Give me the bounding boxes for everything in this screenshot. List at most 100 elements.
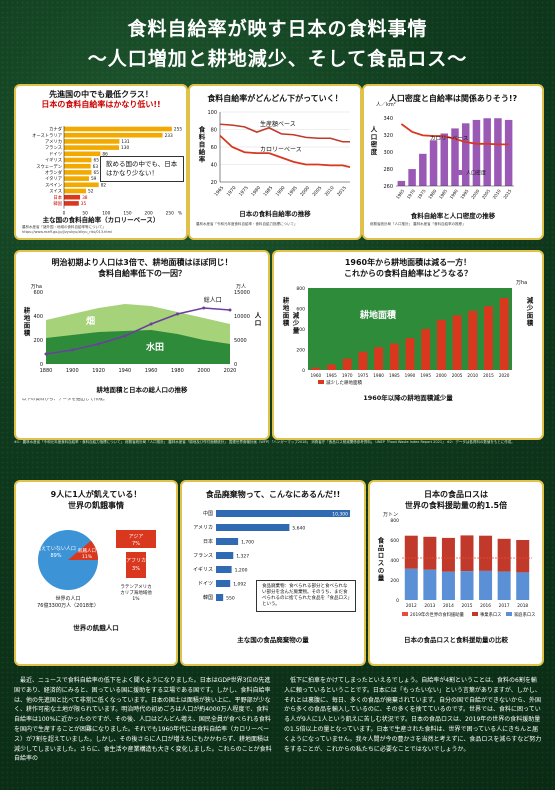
country-label: 中国 <box>203 510 213 517</box>
x-tick-label: 1995 <box>420 373 431 378</box>
panel-self-sufficiency-by-country: 先進国の中でも最低クラス！ 日本の食料自給率はかなり低い!! カナダ 255 オース… <box>14 84 188 240</box>
panel4-note: 以下の資料から、データを抽出して作成。 <box>22 398 108 402</box>
x-tick-label: 2005 <box>311 185 323 198</box>
legend-label: 減少した耕地面積 <box>326 379 362 386</box>
y-tick-label: 400 <box>33 314 43 320</box>
density-bar <box>429 140 438 186</box>
x-tick-label: 2020 <box>224 368 237 374</box>
label-area: 耕地面積 <box>360 309 397 321</box>
waste-value: 1,700 <box>241 540 254 546</box>
panel1-caption: 主な国の食料自給率（カロリーベース） <box>42 216 160 224</box>
panel5-caption: 1960年以降の耕地面積減少量 <box>363 394 453 402</box>
legend-swatch-aid <box>402 612 408 616</box>
unit-left: 万ha <box>31 284 42 290</box>
label-upland: 畑 <box>86 315 95 327</box>
population-point <box>149 322 153 326</box>
y-tick-label: 600 <box>390 538 399 544</box>
x-tick-label: 1965 <box>213 185 225 198</box>
x-tick-label: 2005 <box>481 188 491 200</box>
decrease-bar <box>327 364 336 370</box>
asia-pct: 7% <box>132 541 140 547</box>
x-tick-label: 1990 <box>275 185 287 198</box>
panel4-title-1: 明治初期より人口は3倍で、耕地面積はほぼ同じ！ <box>51 258 233 267</box>
panel5-title-1: 1960年から耕地面積は減る一方！ <box>344 258 472 267</box>
x-tick-label: 1970 <box>342 373 353 378</box>
x-tick-label: 2017 <box>499 603 510 609</box>
y-tick-label: 100 <box>207 110 217 116</box>
x-tick-label: 2015 <box>502 188 512 200</box>
country-bar <box>64 176 89 181</box>
waste-value: 1,092 <box>233 582 246 588</box>
x-tick-label: 150 <box>123 211 131 217</box>
x-tick-label: 1965 <box>326 373 337 378</box>
country-value: 86 <box>102 151 108 157</box>
waste-bar <box>216 510 350 517</box>
x-tick-label: 2015 <box>462 603 473 609</box>
x-tick-label: 2005 <box>452 373 463 378</box>
poster-subtitle: ～人口増加と耕地減少、そして食品ロス～ <box>87 48 468 70</box>
country-value: 65 <box>94 158 100 164</box>
y-tick-label: 320 <box>383 133 393 139</box>
y-tick-label: 60 <box>211 145 217 151</box>
panel3-source: 総務省統計局「人口推計」 農林水産省「食料自給率の推移」 <box>370 222 466 226</box>
panel-world-hunger: 9人に1人が飢えている！ 世界の飢餓事情 飢えていない人口 89% 飢餓人口 11% ア… <box>14 480 178 666</box>
x-tick-label: 2020 <box>499 373 510 378</box>
panel5-title-2: これからの食料自給率はどうなる？ <box>344 269 472 278</box>
waste-value: 1,327 <box>236 554 249 560</box>
density-bar <box>472 119 481 186</box>
y-tick-label: 260 <box>383 184 393 190</box>
panel2-ylabel: 食料自給率 <box>197 126 205 164</box>
x-tick-label: 50 <box>82 211 88 217</box>
country-label: 日本 <box>53 194 62 201</box>
africa-label: アフリカ <box>126 558 146 564</box>
x-tick-label: 1980 <box>427 188 437 200</box>
waste-bar <box>216 566 232 573</box>
country-label: アメリカ <box>193 525 213 531</box>
panel5-ylabel-right: 減少面積 <box>525 297 533 327</box>
x-tick-label: 1970 <box>226 185 238 198</box>
unit: 万トン <box>383 512 398 518</box>
y-tick-label: 0 <box>396 598 399 604</box>
decrease-bar <box>468 310 478 370</box>
panel6-caption: 世界の飢餓人口 <box>73 624 119 632</box>
country-value: 35 <box>81 201 87 207</box>
panel1-title-1: 先進国の中でも最低クラス！ <box>49 90 153 99</box>
population-point <box>97 342 101 346</box>
panel-food-loss-vs-aid: 日本の食品ロスは 世界の食料援助量の約1.5倍 食品ロスの量 万トン 0 200 40… <box>368 480 544 666</box>
waste-value: 10,300 <box>332 512 348 518</box>
household-loss-bar <box>441 571 455 600</box>
country-bar <box>64 182 99 188</box>
x-tick-label: 1985 <box>389 373 400 378</box>
household-loss-bar <box>460 571 474 600</box>
panel1-source: 農林水産省「諸外国・地域の食料自給率等について」https://www.maff… <box>22 225 113 234</box>
x-tick-label: 2000 <box>470 188 480 200</box>
density-bar <box>494 118 502 186</box>
y-tick-label: 600 <box>33 290 43 296</box>
body-text-right: 低下に拍車をかけてしまったといえるでしょう。自給率が4割ということは、食料の6割… <box>284 677 542 753</box>
legend-swatch-business <box>472 612 478 616</box>
decrease-bar <box>405 338 415 370</box>
waste-value: 550 <box>226 596 235 602</box>
density-bar <box>397 180 406 186</box>
waste-value: 1,200 <box>235 568 248 574</box>
country-bar <box>64 194 81 200</box>
box-africa <box>126 552 146 578</box>
panel2-caption: 日本の食料自給率の推移 <box>239 210 311 218</box>
panel2-source: 農林水産省「令和元年度食料自給率・食料自給力指標について」 <box>196 222 298 226</box>
waste-bar <box>216 552 234 559</box>
panel1-title-2: 日本の食料自給率はかなり低い!! <box>41 100 161 109</box>
country-bar <box>64 132 163 138</box>
population-point <box>44 352 48 356</box>
population-point <box>70 348 74 352</box>
country-value: 82 <box>101 182 107 188</box>
country-bar <box>64 188 86 194</box>
x-tick-label: 1960 <box>145 368 158 374</box>
x-tick-label: 250 <box>166 211 174 217</box>
pie-label: 飢えていない人口 <box>36 545 76 552</box>
country-value: 52 <box>88 189 94 195</box>
country-label: カナダ <box>49 126 63 133</box>
y-tick-label: 300 <box>383 150 393 156</box>
label-calorie: カロリーベース <box>260 146 302 153</box>
y-tick-label: 0 <box>302 368 305 374</box>
x-tick-label: 1985 <box>438 188 448 200</box>
